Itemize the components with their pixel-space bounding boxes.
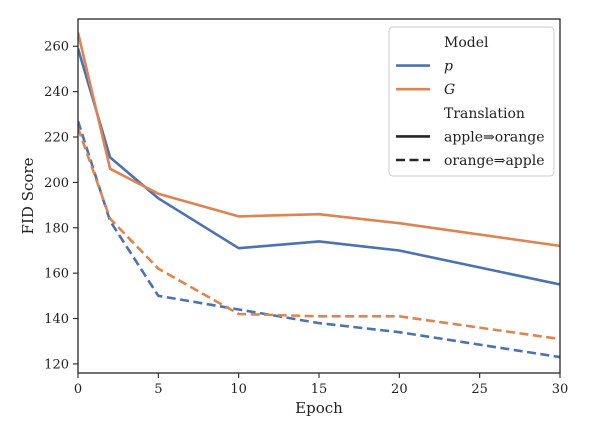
y-axis-label: FID Score <box>19 157 37 234</box>
x-axis-label: Epoch <box>295 399 343 417</box>
series-line-g-dashed <box>78 127 560 341</box>
legend: Model pG Translation apple⇒orange orange⇒app… <box>388 26 555 177</box>
legend-box <box>388 26 555 177</box>
y-tick-label: 260 <box>44 40 69 55</box>
y-tick-label: 240 <box>44 85 69 100</box>
x-axis-ticks: 0 5 10 15 20 25 30 <box>74 373 568 397</box>
legend-group-title: Model <box>444 35 489 51</box>
legend-entry-label: apple⇒orange <box>444 129 545 145</box>
legend-entry-label: p <box>444 59 453 75</box>
x-tick-label: 15 <box>311 382 328 397</box>
y-tick-label: 160 <box>44 267 69 282</box>
x-tick-label: 30 <box>552 382 569 397</box>
legend-entry-label: G <box>444 82 455 98</box>
x-tick-label: 5 <box>154 382 162 397</box>
x-tick-label: 0 <box>74 382 82 397</box>
x-tick-label: 10 <box>230 382 247 397</box>
y-tick-label: 200 <box>44 176 69 191</box>
series-line-p-solid <box>78 48 560 286</box>
legend-entry-label: orange⇒apple <box>444 153 545 169</box>
x-tick-label: 25 <box>471 382 488 397</box>
x-tick-label: 20 <box>391 382 408 397</box>
y-tick-label: 140 <box>44 312 69 327</box>
series-line-g-solid <box>78 32 560 248</box>
legend-group-title: Translation <box>444 106 525 122</box>
series-line-p-dashed <box>78 120 560 359</box>
y-tick-label: 120 <box>44 357 69 372</box>
y-tick-label: 180 <box>44 221 69 236</box>
y-tick-label: 220 <box>44 131 69 146</box>
series-layer <box>78 32 560 359</box>
y-axis-ticks: 120 140 160 180 200 220 240 260 <box>44 40 78 372</box>
